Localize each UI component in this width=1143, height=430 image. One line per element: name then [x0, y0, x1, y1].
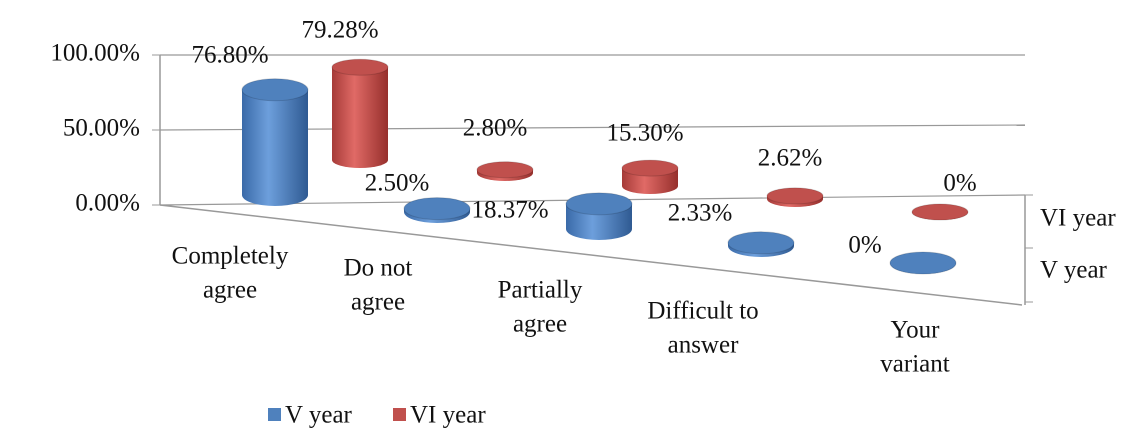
- value-label: 2.50%: [365, 170, 430, 197]
- y-tick-label: 0.00%: [75, 190, 140, 217]
- legend-label: V year: [285, 402, 353, 429]
- cylinder-top: [766, 187, 824, 205]
- cylinder-top: [727, 231, 795, 255]
- cylinder-body: [332, 67, 388, 168]
- legend-label: VI year: [410, 402, 486, 429]
- cylinder: [766, 187, 824, 207]
- value-label: 2.33%: [668, 200, 733, 227]
- cylinder-top: [331, 58, 389, 76]
- cylinder-top: [621, 159, 679, 177]
- cylinder: [727, 231, 795, 257]
- cylinder: [331, 58, 389, 168]
- cylinder-top: [241, 78, 309, 102]
- value-label: 0%: [943, 170, 976, 197]
- x-tick-label: Do not: [344, 255, 413, 282]
- floor-edge: [159, 204, 1023, 306]
- x-tick-label: agree: [203, 277, 257, 304]
- value-label: 15.30%: [606, 120, 683, 147]
- legend-swatch: [268, 408, 281, 421]
- y-tick-label: 100.00%: [50, 40, 140, 67]
- x-tick-label: Partially: [498, 277, 583, 304]
- cylinder-top: [911, 203, 969, 221]
- value-label: 2.62%: [758, 145, 823, 172]
- y-tick-label: 50.00%: [63, 115, 140, 142]
- value-label: 2.80%: [463, 115, 528, 142]
- x-tick-label: Completely: [172, 243, 289, 270]
- cylinder: [565, 192, 633, 240]
- cylinder: [403, 197, 471, 223]
- cylinder: [241, 78, 309, 206]
- x-tick-label: Difficult to: [647, 298, 758, 325]
- value-label: 0%: [848, 232, 881, 259]
- legend-swatch: [393, 408, 406, 421]
- cylinder-body: [242, 89, 308, 206]
- depth-label: V year: [1040, 257, 1108, 284]
- x-tick-label: answer: [668, 332, 739, 359]
- value-label: 79.28%: [301, 17, 378, 44]
- cylinder: [911, 203, 969, 221]
- x-tick-label: agree: [351, 289, 405, 316]
- cylinder-top: [565, 192, 633, 216]
- value-label: 76.80%: [191, 42, 268, 69]
- cylinder-top: [889, 251, 957, 275]
- x-tick-label: variant: [880, 351, 949, 378]
- cylinder: [476, 161, 534, 181]
- cylinder-top: [403, 197, 471, 221]
- cylinder: [621, 159, 679, 194]
- depth-label: VI year: [1040, 205, 1116, 232]
- x-tick-label: Your: [891, 317, 941, 344]
- value-label: 18.37%: [471, 197, 548, 224]
- cylinder-top: [476, 161, 534, 179]
- x-tick-label: agree: [513, 311, 567, 338]
- cylinder: [889, 251, 957, 275]
